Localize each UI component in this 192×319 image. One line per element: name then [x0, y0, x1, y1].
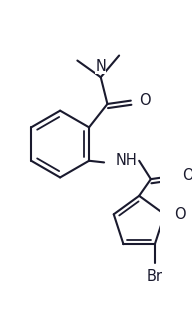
Text: O: O: [139, 93, 151, 108]
Text: O: O: [175, 207, 186, 222]
Text: Br: Br: [147, 269, 163, 284]
Text: N: N: [95, 59, 106, 74]
Text: NH: NH: [116, 153, 137, 168]
Text: O: O: [183, 168, 192, 183]
